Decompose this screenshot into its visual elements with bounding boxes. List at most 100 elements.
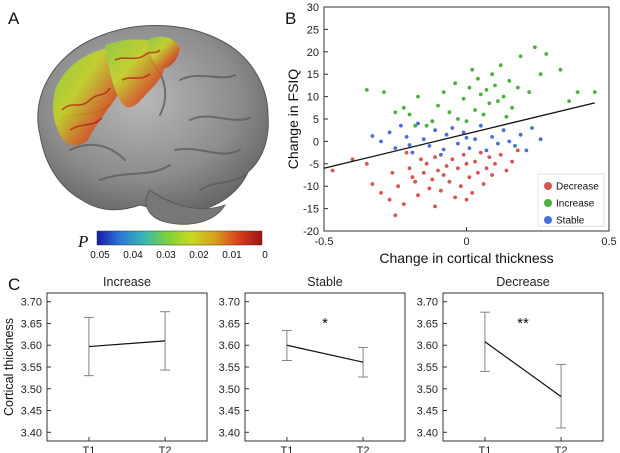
y-tick-label: 3.60 <box>219 340 240 352</box>
colorbar-tick-label: 0.02 <box>189 250 209 261</box>
scatter-point-increase <box>393 110 398 115</box>
scatter-point-stable <box>513 144 517 148</box>
scatter-point-increase <box>515 85 520 90</box>
scatter-point-stable <box>410 150 415 155</box>
mean-line-stable <box>286 344 364 363</box>
scatter-point-stable <box>490 135 494 139</box>
colorbar-gradient <box>96 230 263 246</box>
scatter-point-increase <box>484 88 489 92</box>
scatter-point-increase <box>538 72 543 77</box>
scatter-point-decrease <box>510 159 514 164</box>
scatter-point-stable <box>530 126 534 130</box>
colorbar-tick-label: 0.04 <box>123 250 143 261</box>
scatter-point-decrease <box>481 182 486 186</box>
y-tick-label: 15 <box>307 69 319 81</box>
scatter-point-decrease <box>370 182 375 186</box>
scatter-point-stable <box>427 144 432 148</box>
scatter-point-stable <box>478 123 483 128</box>
scatter-point-decrease <box>453 195 457 200</box>
scatter-point-decrease <box>433 155 437 160</box>
scatter-point-stable <box>450 126 455 130</box>
x-tick-label: 0.5 <box>601 236 616 248</box>
scatter-point-decrease <box>467 175 472 180</box>
y-tick-label: 25 <box>307 24 319 36</box>
x-axis-label: Change in cortical thickness <box>379 250 553 266</box>
scatter-point-decrease <box>416 193 420 198</box>
scatter-point-increase <box>496 99 500 103</box>
scatter-point-increase <box>413 123 418 128</box>
scatter-point-increase <box>501 94 506 99</box>
scatter-point-increase <box>487 101 492 106</box>
scatter-point-increase <box>464 119 469 124</box>
scatter-point-increase <box>382 90 386 94</box>
panel-title-decrease: Decrease <box>496 275 550 289</box>
scatter-point-decrease <box>450 157 455 162</box>
scatter-point-decrease <box>390 170 395 175</box>
scatter-point-decrease <box>476 170 480 175</box>
scatter-point-increase <box>527 90 532 94</box>
scatter-point-decrease <box>487 155 492 160</box>
x-tick-label: T2 <box>357 445 370 453</box>
x-tick-label: -0.5 <box>315 236 334 248</box>
panel-title-increase: Increase <box>103 275 151 289</box>
scatter-point-increase <box>476 76 480 81</box>
y-tick-label: 5 <box>313 114 319 126</box>
scatter-point-increase <box>364 88 369 92</box>
scatter-point-stable <box>387 130 392 135</box>
scatter-point-decrease <box>404 150 409 155</box>
scatter-point-increase <box>430 119 435 124</box>
y-tick-label: 3.40 <box>219 427 240 439</box>
y-tick-label: 3.65 <box>219 318 240 330</box>
scatter-point-increase <box>575 90 580 94</box>
scatter-point-decrease <box>504 168 509 173</box>
scatter-point-stable <box>441 147 446 152</box>
y-tick-label: 3.65 <box>21 318 42 330</box>
scatter-point-decrease <box>490 173 494 177</box>
scatter-point-decrease <box>407 166 412 171</box>
scatter-point-decrease <box>393 213 398 218</box>
panel-title-stable: Stable <box>307 275 342 289</box>
scatter-point-stable <box>507 139 512 144</box>
legend-marker-increase <box>544 199 552 207</box>
scatter-point-decrease <box>410 175 415 180</box>
scatter-point-increase <box>441 90 446 94</box>
scatter-point-increase <box>481 112 486 117</box>
scatter-point-stable <box>496 141 500 146</box>
y-tick-label: 3.70 <box>219 297 240 309</box>
scatter-point-stable <box>439 152 443 157</box>
y-tick-label: 3.50 <box>21 384 42 396</box>
x-tick-label: T2 <box>159 445 172 453</box>
y-tick-label: 3.45 <box>219 406 240 418</box>
colorbar-tick-label: 0.03 <box>156 250 176 261</box>
brain-surface-render <box>37 25 269 225</box>
scatter-point-increase <box>424 123 429 128</box>
scatter-point-stable <box>407 143 412 147</box>
scatter-point-stable <box>370 134 375 138</box>
scatter-point-stable <box>524 148 529 153</box>
y-tick-label: 3.55 <box>21 362 42 374</box>
scatter-point-stable <box>433 128 437 133</box>
y-tick-label: 3.50 <box>417 384 438 396</box>
legend-label: Stable <box>556 216 585 227</box>
scatter-point-stable <box>393 146 398 151</box>
scatter-point-stable <box>467 146 472 151</box>
scatter-point-decrease <box>387 197 392 202</box>
scatter-point-increase <box>507 79 512 83</box>
y-tick-label: 3.70 <box>21 297 42 309</box>
y-tick-label: 3.45 <box>417 406 438 418</box>
scatter-point-decrease <box>473 159 477 164</box>
legend-label: Increase <box>556 199 595 210</box>
legend-marker-decrease <box>544 182 552 190</box>
mean-line-increase <box>88 340 166 348</box>
scatter-point-decrease <box>484 166 489 171</box>
scatter-point-increase <box>470 67 475 72</box>
y-tick-label: -20 <box>303 226 319 238</box>
y-tick-label: 3.50 <box>219 384 240 396</box>
scatter-point-increase <box>436 103 440 108</box>
scatter-point-increase <box>510 105 514 110</box>
scatter-point-increase <box>401 105 406 110</box>
x-tick-label: T1 <box>280 445 293 453</box>
scatter-point-stable <box>379 139 383 144</box>
legend-marker-stable <box>544 216 552 224</box>
